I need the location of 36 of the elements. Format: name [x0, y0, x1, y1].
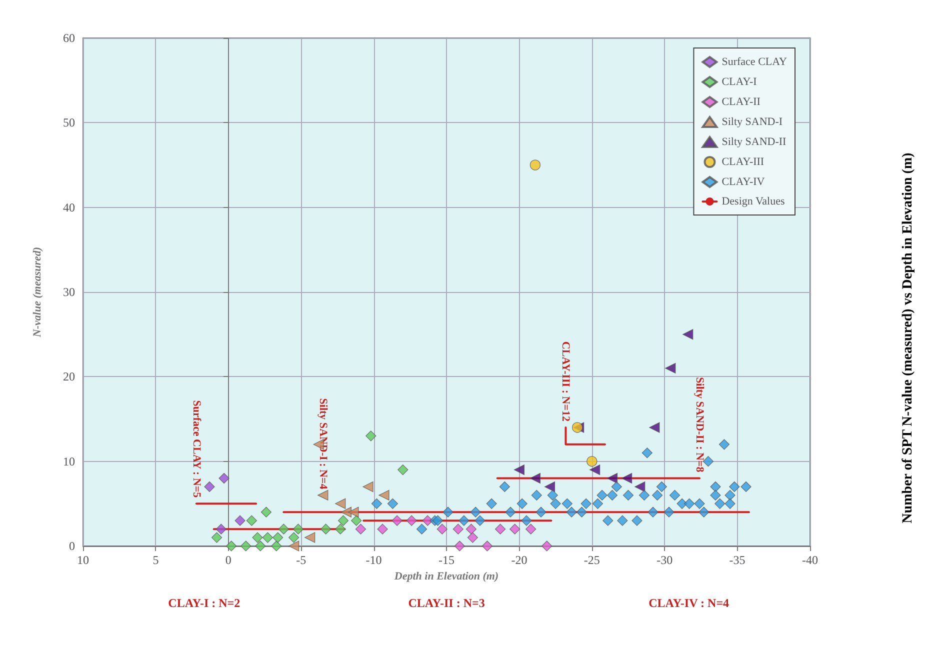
- y-tick-label: 30: [63, 285, 75, 299]
- x-tick-label: 0: [225, 553, 232, 567]
- y-tick-label: 20: [63, 370, 75, 384]
- x-tick-label: -10: [366, 553, 382, 567]
- y-axis-title: N-value (measured): [32, 246, 44, 338]
- y-tick-label: 0: [69, 539, 75, 553]
- legend-label: Silty SAND-II: [722, 136, 787, 148]
- annotation: Surface CLAY : N=5: [190, 400, 202, 498]
- legend-label: Surface CLAY: [722, 56, 788, 68]
- x-tick-label: -5: [296, 553, 306, 567]
- text: CLAY-II : N=3: [408, 596, 485, 610]
- y-tick-label: 40: [63, 200, 75, 214]
- y-tick-label: 60: [63, 31, 75, 45]
- x-tick-label: 10: [77, 553, 89, 567]
- legend-label: CLAY-II: [722, 96, 761, 108]
- text: CLAY-IV : N=4: [648, 596, 730, 610]
- legend-label: CLAY-IV: [722, 176, 765, 188]
- x-tick-label: -15: [438, 553, 454, 567]
- legend-label: Design Values: [722, 196, 785, 208]
- legend-label: CLAY-I: [722, 76, 758, 88]
- text: CLAY-I : N=2: [168, 596, 240, 610]
- x-tick-label: -25: [584, 553, 600, 567]
- legend-label: CLAY-III: [722, 156, 764, 168]
- x-tick-label: -40: [802, 553, 818, 567]
- x-tick-label: -30: [656, 553, 673, 567]
- x-axis-title: Depth in Elevation (m): [393, 570, 499, 582]
- y-tick-label: 10: [63, 454, 75, 468]
- text: Number of SPT N-value (measured) vs Depth in Elevation (m): [900, 152, 916, 524]
- x-tick-label: -20: [511, 553, 528, 567]
- x-tick-label: -35: [729, 553, 746, 567]
- annotation: Silty SAND-I : N=4: [316, 398, 329, 490]
- x-tick-label: 5: [152, 553, 159, 567]
- annotation: CLAY-III : N=12: [560, 341, 572, 422]
- y-tick-label: 50: [63, 116, 75, 130]
- annotation: Silty SAND-II : N=8: [693, 377, 706, 473]
- legend-label: Silty SAND-I: [722, 116, 783, 128]
